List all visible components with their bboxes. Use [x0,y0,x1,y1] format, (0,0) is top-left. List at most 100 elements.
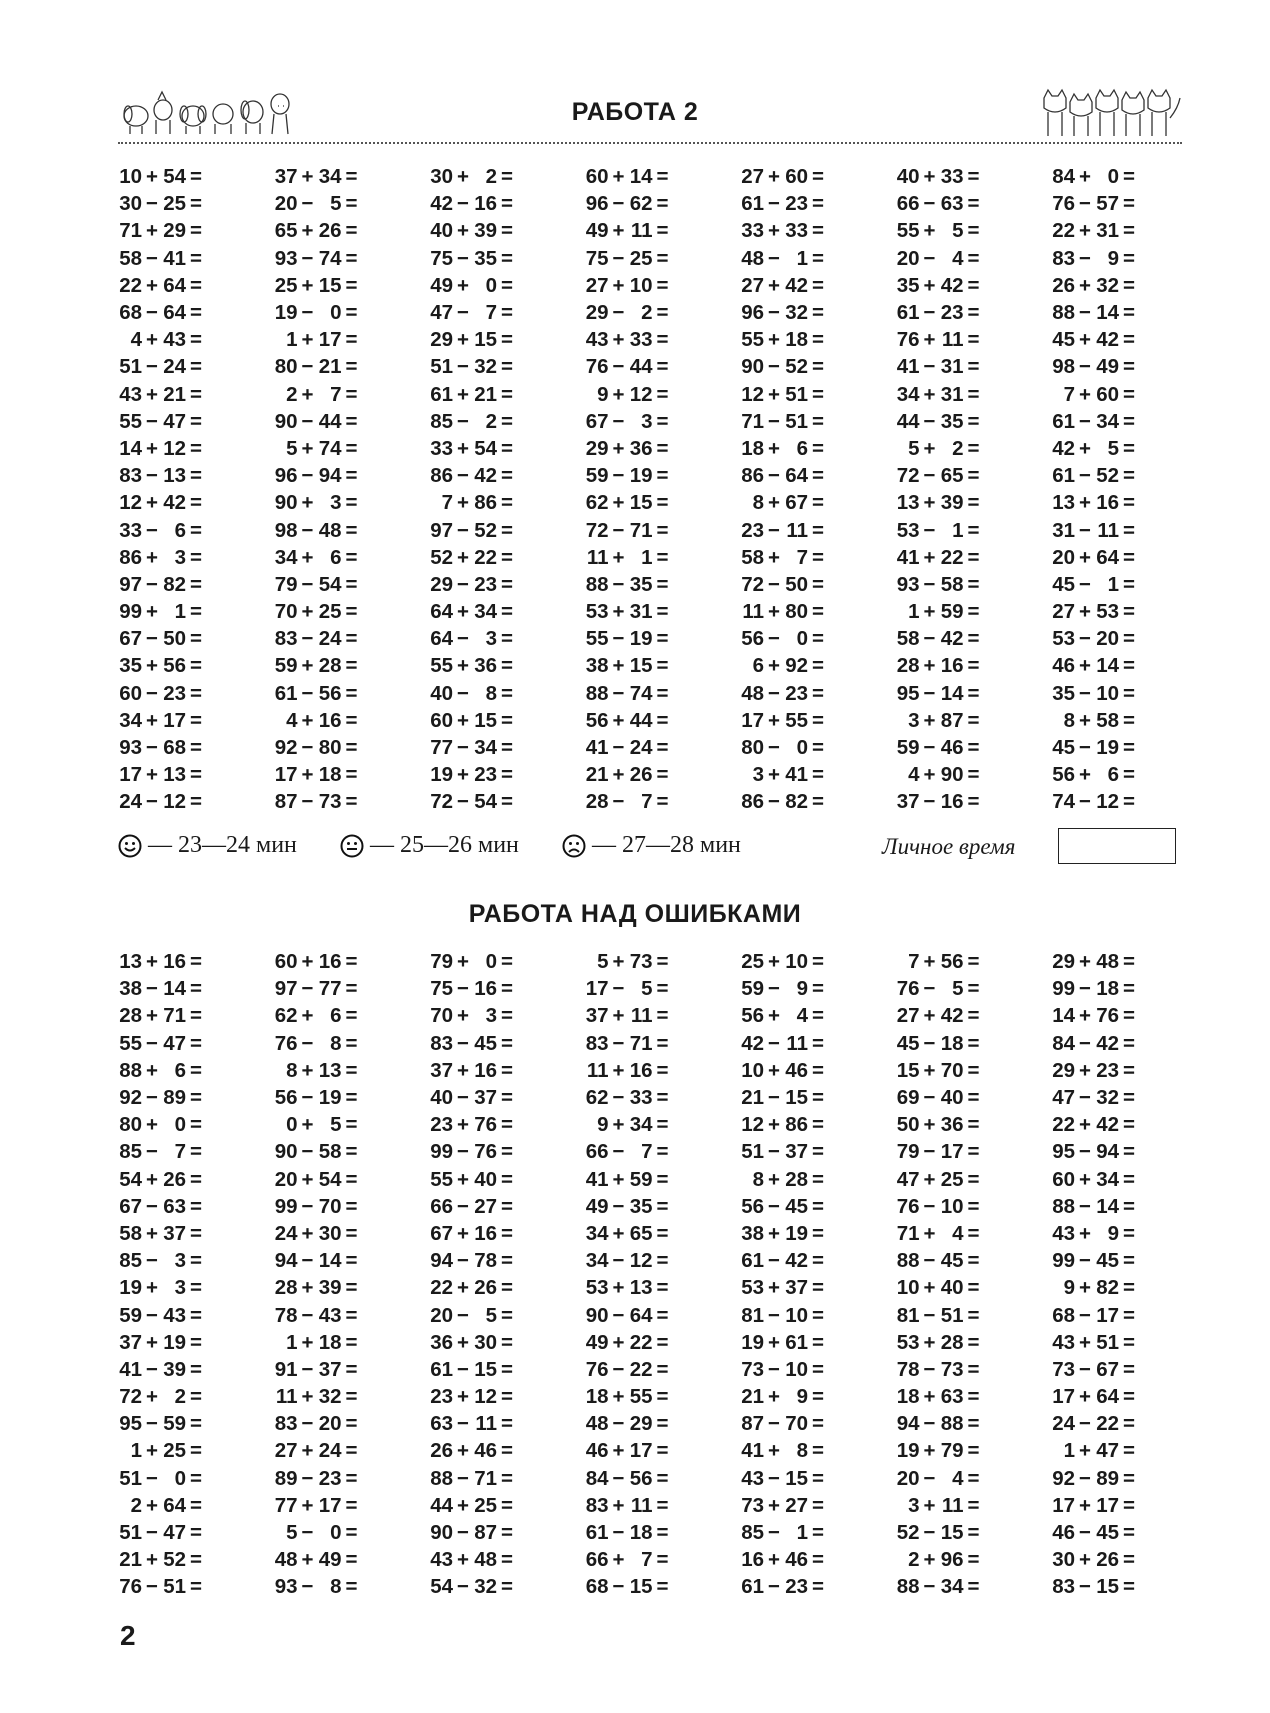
equals-sign: = [345,627,358,651]
exercise: 15 +70 = [896,1057,1052,1084]
exercise-row: 2 +64 = 77 +17 = 44 +25 = 83 +11 = 73 +27 = 3 +11 = 17 +17 = [118,1492,1207,1519]
operand: 92 [1052,1466,1075,1490]
exercise: 77 +17 = [274,1492,430,1519]
equals-sign: = [656,1221,669,1245]
operand: 25 [318,600,342,624]
exercise: 54−32 = [429,1573,585,1600]
operator: + [146,1167,158,1191]
exercise: 94−88 = [896,1410,1052,1437]
operand: 17 [1052,1385,1075,1409]
operator: + [768,1548,780,1572]
exercise: 68−15 = [585,1573,741,1600]
operand: 37 [785,1140,808,1164]
exercise: 61−18 = [585,1519,741,1546]
operand: 68 [585,1575,609,1599]
exercise: 61 +21 = [429,381,585,408]
operand: 16 [940,790,964,814]
operator: − [768,736,780,760]
exercise: 51−47 = [118,1519,274,1546]
operand: 14 [940,681,964,705]
exercise: 97−52 = [429,516,585,543]
operand: 21 [318,355,342,379]
operand: 42 [940,273,964,297]
equals-sign: = [190,545,202,569]
equals-sign: = [190,301,202,325]
operand: 42 [940,1004,964,1028]
exercise: 28 +71 = [118,1002,274,1029]
exercise: 98−48 = [274,516,430,543]
equals-sign: = [345,382,358,406]
exercise: 13 +16 = [118,948,274,975]
operator: − [457,681,469,705]
operand: 3 [485,627,497,651]
equals-sign: = [345,790,358,814]
exercise: 17 +17 = [1051,1492,1207,1519]
equals-sign: = [967,1276,980,1300]
operand: 2 [485,409,497,433]
operand: 10 [741,1058,764,1082]
operand: 22 [629,1357,653,1381]
operand: 17 [318,1493,342,1517]
equals-sign: = [190,1385,202,1409]
operand: 76 [896,977,920,1001]
exercise-row: 60−23 = 61−56 = 40−8 = 88−74 = 48−23 = 95−14 = 35−10… [118,680,1207,707]
operand: 44 [629,355,653,379]
operator: − [301,409,314,433]
operand: 83 [274,1412,298,1436]
equals-sign: = [501,192,513,216]
exercise: 90−44 = [274,408,430,435]
equals-sign: = [656,790,669,814]
operand: 35 [629,572,653,596]
exercise: 4 +43 = [118,326,274,353]
exercise: 18 +55 = [585,1383,741,1410]
operator: − [612,1521,625,1545]
operand: 56 [318,681,342,705]
operand: 42 [163,491,186,515]
exercise: 55 +36 = [429,652,585,679]
equals-sign: = [190,1031,202,1055]
equals-sign: = [501,1276,513,1300]
operand: 98 [274,518,298,542]
operator: − [768,246,780,270]
operand: 20 [896,246,920,270]
operand: 49 [585,1194,609,1218]
operand: 21 [163,382,186,406]
operand: 55 [119,1031,142,1055]
exercise: 68−17 = [1051,1301,1207,1328]
operator: − [457,301,469,325]
operand: 20 [430,1303,453,1327]
operator: + [1079,950,1091,974]
operand: 21 [474,382,497,406]
operand: 36 [629,436,653,460]
exercise: 53 +37 = [740,1274,896,1301]
exercise-row: 86 +3 = 34 +6 = 52 +22 = 11 +1 = 58 +7 = 41 +22 = 20 +64 = [118,544,1207,571]
exercise: 61−23 = [740,190,896,217]
exercise: 3 +87 = [896,707,1052,734]
operator: + [612,600,625,624]
operand: 81 [741,1303,764,1327]
operator: + [768,1058,780,1082]
operand: 54 [430,1575,453,1599]
equals-sign: = [656,1357,669,1381]
exercise: 55−47 = [118,408,274,435]
personal-time-field[interactable] [1058,828,1176,864]
operand: 49 [1096,355,1119,379]
operand: 71 [119,219,142,243]
operand: 46 [940,736,964,760]
operand: 43 [741,1466,764,1490]
exercise-row: 19 +3 = 28 +39 = 22 +26 = 53 +13 = 53 +37 = 10 +40 = 9 +82 = [118,1274,1207,1301]
equals-sign: = [345,681,358,705]
operand: 76 [1096,1004,1119,1028]
exercise: 99−76 = [429,1138,585,1165]
exercise: 51−24 = [118,353,274,380]
exercise: 63−11 = [429,1410,585,1437]
exercise: 94−78 = [429,1247,585,1274]
equals-sign: = [656,1140,669,1164]
equals-sign: = [345,763,358,787]
exercise: 60 +16 = [274,948,430,975]
exercise-row: 37 +19 = 1 +18 = 36 +30 = 49 +22 = 19 +61 = 53 +28 = 43 +51… [118,1329,1207,1356]
operand: 40 [940,1086,964,1110]
exercise-row: 51−24 = 80−21 = 51−32 = 76−44 = 90−52 = 41−31 = 98−4… [118,353,1207,380]
exercise: 75−35 = [429,245,585,272]
operator: + [612,1276,625,1300]
